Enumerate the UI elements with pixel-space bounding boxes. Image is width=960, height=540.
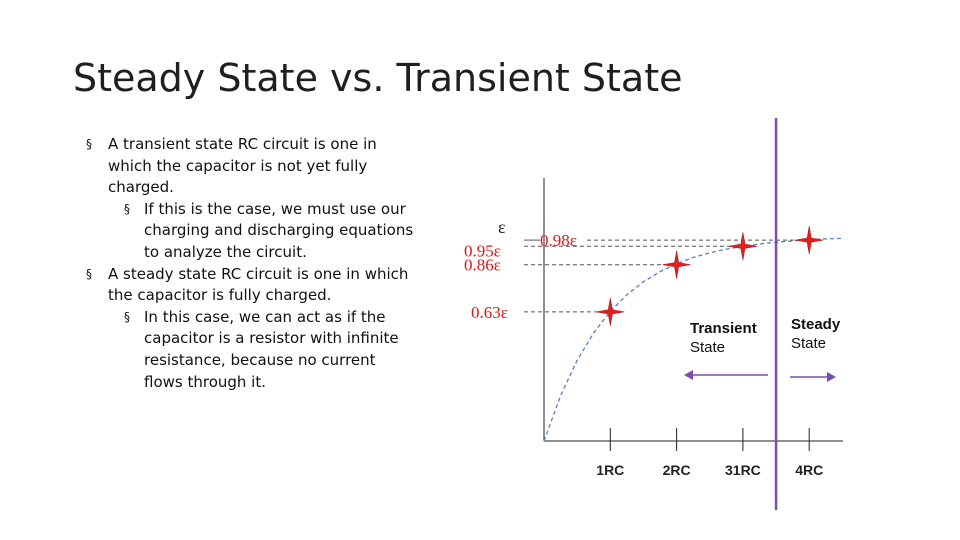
region-label: Transient (690, 320, 757, 337)
bullet-marker: § (124, 309, 130, 324)
bullet-list: § A transient state RC circuit is one in … (86, 134, 416, 393)
bullet-text: A steady state RC circuit is one in whic… (108, 264, 409, 305)
data-point-star (728, 232, 757, 261)
bullet-text: A transient state RC circuit is one in w… (108, 135, 377, 197)
x-tick-label: 2RC (663, 462, 691, 478)
x-tick-label: 31RC (725, 462, 761, 478)
data-point-star (662, 250, 691, 279)
region-label: State (690, 339, 725, 356)
bullet-text: If this is the case, we must use our cha… (144, 199, 414, 261)
bullet-item: § In this case, we can act as if the capa… (86, 307, 416, 393)
reference-label: 0.86ε (464, 256, 501, 275)
reference-label: 0.98ε (540, 231, 577, 250)
steady-arrowhead (827, 372, 836, 382)
bullet-marker: § (86, 266, 92, 281)
reference-label: 0.95ε (464, 241, 501, 260)
reference-label: 0.63ε (471, 303, 508, 322)
transient-arrowhead (684, 370, 693, 380)
bullet-marker: § (124, 201, 130, 216)
epsilon-label: ε (498, 217, 506, 237)
bullet-item: § A transient state RC circuit is one in … (86, 134, 416, 199)
x-tick-label: 4RC (795, 462, 823, 478)
bullet-text: In this case, we can act as if the capac… (144, 307, 399, 391)
region-label: Steady (791, 316, 841, 333)
charging-curve (543, 237, 843, 442)
bullet-marker: § (86, 137, 92, 151)
x-tick-label: 1RC (596, 462, 624, 478)
data-point-star (795, 226, 824, 255)
data-point-star (596, 297, 625, 326)
region-label: State (791, 335, 826, 352)
bullet-item: § A steady state RC circuit is one in whi… (86, 264, 416, 307)
bullet-item: § If this is the case, we must use our ch… (86, 199, 416, 264)
slide-title: Steady State vs. Transient State (73, 56, 683, 100)
